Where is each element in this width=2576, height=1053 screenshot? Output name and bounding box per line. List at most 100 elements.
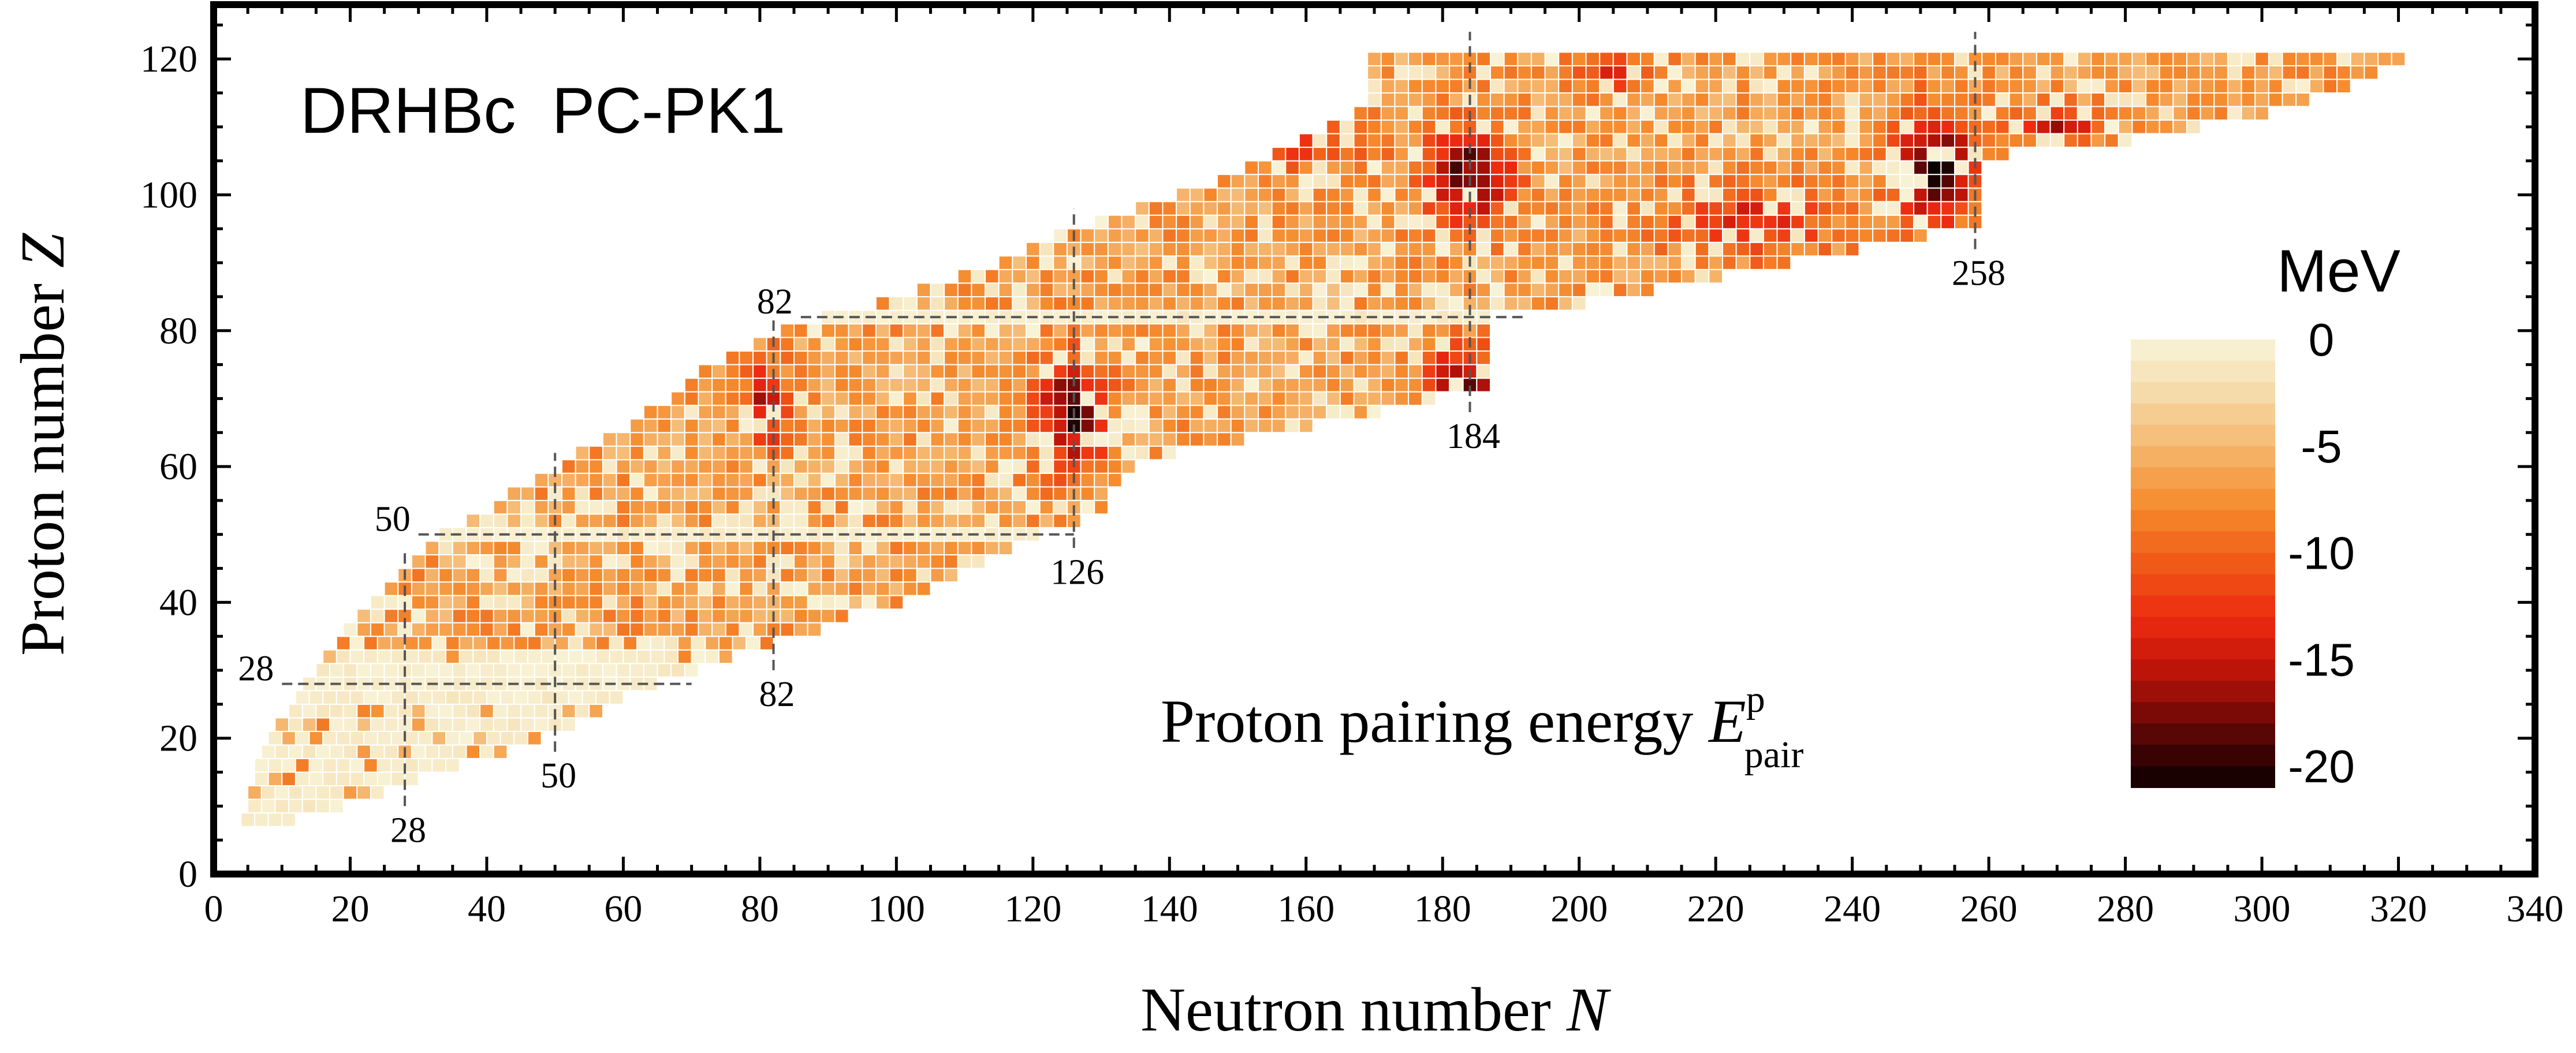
nuclide-cell [629,540,644,556]
nuclide-cell [1421,147,1437,162]
nuclide-cell [793,567,808,583]
nuclide-cell [1722,255,1737,270]
nuclide-cell [1380,228,1396,243]
nuclide-cell [1571,268,1587,284]
nuclide-cell [1776,120,1792,135]
nuclide-cell [957,296,972,311]
colorbar-step [2131,510,2275,532]
nuclide-cell [1121,214,1136,230]
nuclide-cell [848,364,863,379]
nuclide-cell [1599,160,1614,176]
nuclide-cell [431,730,447,746]
nuclide-cell [629,499,644,515]
nuclide-cell [1899,133,1915,148]
nuclide-cell [821,405,836,420]
nuclide-cell [862,567,877,583]
nuclide-cell [370,595,385,610]
nuclide-cell [725,622,740,637]
nuclide-cell [1080,364,1095,379]
nuclide-cell [520,540,535,556]
nuclide-cell [957,391,972,406]
nuclide-cell [458,649,474,664]
nuclide-cell [1530,268,1546,284]
nuclide-cell [1353,268,1369,284]
nuclide-cell [2036,106,2051,121]
nuclide-cell [971,350,986,365]
nuclide-cell [1012,499,1027,515]
nuclide-cell [301,744,317,759]
nuclide-cell [998,391,1013,406]
nuclide-cell [1490,79,1505,94]
nuclide-cell [1176,391,1191,406]
nuclide-cell [1380,187,1396,203]
nuclide-cell [889,486,904,501]
nuclide-cell [848,499,863,515]
nuclide-cell [1790,79,1805,94]
nuclide-cell [1640,268,1655,284]
colorbar-step [2131,723,2275,746]
nuclide-cell [957,472,972,488]
nuclide-cell [657,432,672,447]
nuclide-cell [793,323,808,338]
nuclide-cell [1599,255,1614,270]
nuclide-cell [1749,201,1764,216]
nuclide-cell [998,486,1013,501]
nuclide-cell [698,499,713,515]
nuclide-cell [862,378,877,393]
nuclide-cell [588,459,603,474]
nuclide-cell [1408,120,1423,135]
nuclide-cell [1394,79,1410,94]
nuclide-cell [739,608,754,623]
nuclide-cell [1012,323,1027,338]
nuclide-cell [1339,214,1355,230]
nuclide-cell [1298,214,1314,230]
nuclide-cell [1913,51,1928,66]
nuclide-cell [520,499,535,515]
x-tick-label: 40 [468,888,506,930]
nuclide-cell [1913,147,1928,162]
nuclide-cell [1380,65,1396,80]
nuclide-cell [1653,187,1669,203]
nuclide-cell [1053,459,1068,474]
nuclide-cell [2254,79,2269,94]
nuclide-cell [670,567,685,583]
nuclide-cell [1094,459,1109,474]
nuclide-cell [629,513,644,528]
nuclide-cell [834,513,849,528]
nuclide-cell [1435,214,1451,230]
nuclide-cell [1271,323,1287,338]
nuclide-cell [1490,201,1505,216]
nuclide-cell [1380,350,1396,365]
nuclide-cell [493,608,508,623]
neutron-magic-label: 184 [1447,417,1500,456]
nuclide-cell [452,663,467,678]
y-axis-title-text: Proton number [9,283,77,656]
nuclide-cell [971,296,986,311]
nuclide-cell [629,581,644,596]
nuclide-cell [1571,147,1587,162]
nuclide-cell [1326,350,1341,365]
nuclide-cell [944,445,959,461]
nuclide-cell [1503,79,1519,94]
nuclide-cell [1776,51,1792,66]
nuclide-cell [1490,65,1505,80]
colorbar-tick-label: -20 [2288,741,2355,792]
nuclide-cell [2295,65,2310,80]
nuclide-cell [1558,133,1573,148]
nuclide-cell [1135,418,1150,434]
nuclide-cell [1530,228,1546,243]
nuclide-cell [438,595,453,610]
nuclide-cell [2118,65,2133,80]
nuclide-cell [1039,241,1054,257]
nuclide-cell [1094,350,1109,365]
nuclide-cell [1503,187,1519,203]
nuclide-cell [2063,133,2078,148]
nuclide-cell [465,622,481,637]
nuclide-cell [1258,296,1273,311]
nuclide-cell [1926,120,1942,135]
nuclide-cell [657,418,672,434]
nuclide-cell [301,703,317,719]
nuclide-cell [2159,120,2174,135]
nuclide-cell [1353,391,1369,406]
nuclide-cell [1244,337,1259,352]
